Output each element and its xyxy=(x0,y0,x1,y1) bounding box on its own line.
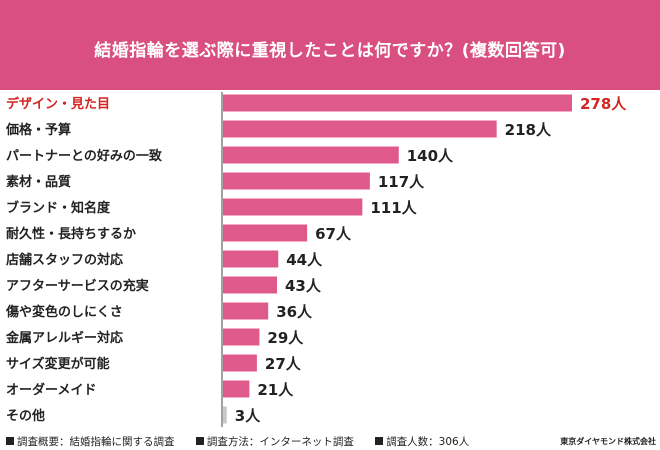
value-label: 3人 xyxy=(235,407,261,425)
bar xyxy=(223,250,279,268)
bar xyxy=(223,406,227,424)
value-label: 140人 xyxy=(407,147,454,165)
bar xyxy=(223,172,370,190)
category-label: オーダーメイド xyxy=(6,382,96,398)
bar xyxy=(223,302,269,320)
footer-count-text: 調査人数：306人 xyxy=(386,436,470,448)
bar xyxy=(223,276,277,294)
chart-title: 結婚指輪を選ぶ際に重視したことは何ですか？(複数回答可) xyxy=(94,41,566,61)
value-label: 36人 xyxy=(276,303,313,321)
value-label: 27人 xyxy=(265,355,302,373)
category-label: ブランド・知名度 xyxy=(6,200,111,216)
category-label: パートナーとの好みの一致 xyxy=(6,148,163,164)
value-label: 29人 xyxy=(267,329,304,347)
footer-method-text: 調査方法：インターネット調査 xyxy=(206,436,354,448)
bar xyxy=(223,224,308,242)
category-label: 耐久性・長持ちするか xyxy=(6,226,136,242)
category-label: 価格・予算 xyxy=(5,122,71,138)
footer-overview: 調査概要：結婚指輪に関する調査 xyxy=(6,436,175,448)
value-label: 117人 xyxy=(378,173,425,191)
company-credit: 東京ダイヤモンド株式会社 xyxy=(560,437,656,446)
footer-count: 調査人数：306人 xyxy=(375,436,469,448)
category-label: 素材・品質 xyxy=(6,174,71,190)
value-label: 43人 xyxy=(285,277,322,295)
category-label: デザイン・見た目 xyxy=(6,96,110,112)
category-label: アフターサービスの充実 xyxy=(6,278,149,294)
chart-header: 結婚指輪を選ぶ際に重視したことは何ですか？(複数回答可) xyxy=(0,0,660,90)
bar xyxy=(223,146,399,164)
category-label: 金属アレルギー対応 xyxy=(5,330,123,346)
value-label: 111人 xyxy=(370,199,417,217)
square-bullet-icon xyxy=(195,437,204,445)
bar xyxy=(223,120,497,138)
survey-footer: 調査概要：結婚指輪に関する調査 調査方法：インターネット調査 調査人数：306人… xyxy=(6,434,656,450)
bar xyxy=(223,354,257,372)
bar xyxy=(223,198,363,216)
category-label: その他 xyxy=(6,408,45,424)
square-bullet-icon xyxy=(6,437,14,445)
value-label: 218人 xyxy=(505,121,552,139)
category-label: サイズ変更が可能 xyxy=(6,356,110,372)
category-label: 店舗スタッフの対応 xyxy=(6,252,123,268)
bar xyxy=(223,328,260,346)
footer-method: 調査方法：インターネット調査 xyxy=(195,436,354,448)
bar xyxy=(223,380,250,398)
category-label: 傷や変色のしにくさ xyxy=(5,304,123,320)
value-label: 278人 xyxy=(580,95,627,113)
bar xyxy=(223,94,572,112)
square-bullet-icon xyxy=(375,437,384,445)
value-label: 67人 xyxy=(315,225,352,243)
footer-overview-text: 調査概要：結婚指輪に関する調査 xyxy=(17,436,175,448)
value-label: 44人 xyxy=(286,251,323,269)
value-label: 21人 xyxy=(257,381,294,399)
